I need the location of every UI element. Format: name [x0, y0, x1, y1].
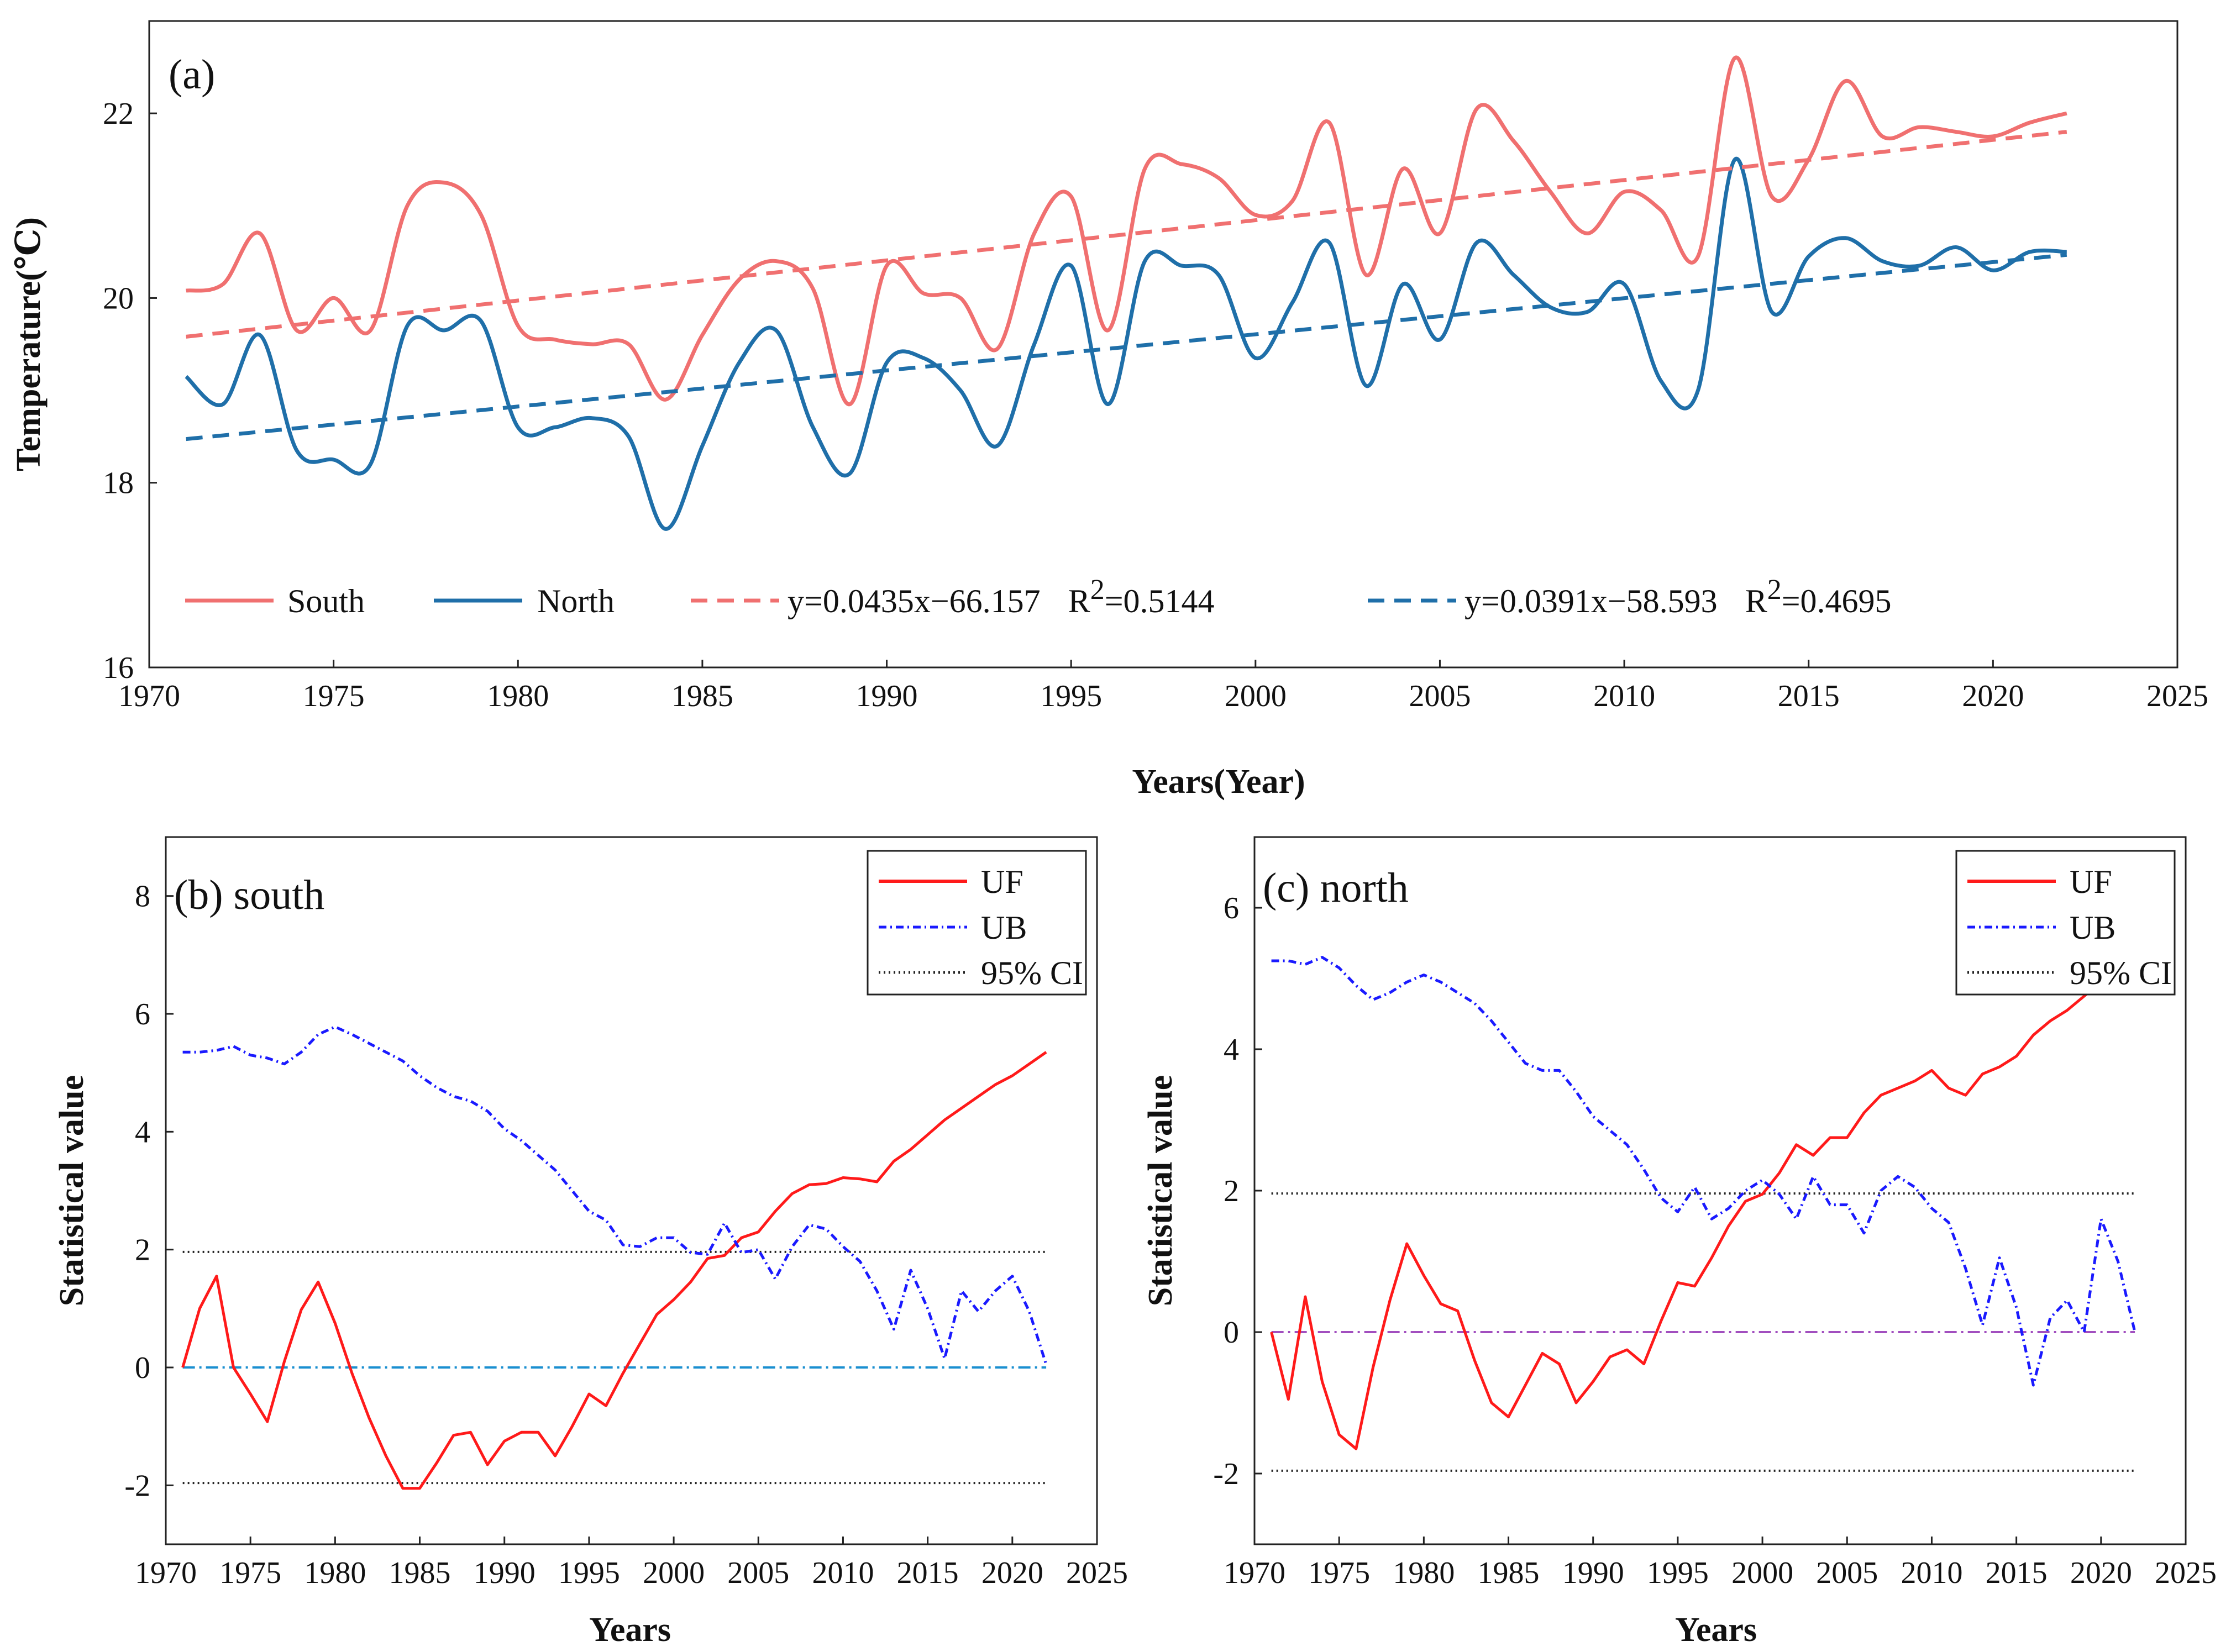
panel-b-series	[181, 1025, 1048, 1490]
x-tick-label: 1990	[474, 1556, 536, 1590]
x-tick-label: 1995	[1647, 1556, 1709, 1590]
x-tick-label: 1985	[389, 1556, 451, 1590]
y-tick-label: 16	[103, 651, 134, 685]
legend-south-fit-label: y=0.0435x−66.157 R2=0.5144	[788, 574, 1215, 619]
panel-b-legend-ub-label: UB	[981, 909, 1027, 946]
y-tick-label: 8	[135, 880, 150, 914]
panel-c-legend-ub-label: UB	[2070, 909, 2115, 946]
y-tick-label: 22	[103, 97, 134, 131]
panel-a-legend: South North y=0.0435x−66.157 R2=0.5144 y=…	[185, 574, 1892, 619]
panel-c-legend-ci-label: 95% CI	[2070, 955, 2172, 991]
panel-c-legend-uf-label: UF	[2070, 864, 2112, 900]
x-tick-label: 1990	[1562, 1556, 1624, 1590]
y-tick-label: 2	[1224, 1174, 1239, 1208]
y-tick-label: 0	[135, 1351, 150, 1385]
panel-b-xlabel: Years	[589, 1611, 671, 1649]
x-tick-label: 2020	[1962, 679, 2024, 713]
x-tick-label: 1995	[1040, 679, 1102, 713]
panel-c-legend-box	[1955, 850, 2176, 996]
y-tick-label: 6	[1224, 891, 1239, 925]
x-tick-label: 2025	[2155, 1556, 2217, 1590]
panel-b-label: (b) south	[174, 872, 324, 918]
y-tick-label: 18	[103, 466, 134, 501]
panel-b-ylabel: Statistical value	[53, 1075, 91, 1306]
x-tick-label: 1995	[558, 1556, 620, 1590]
x-tick-label: 1970	[118, 679, 180, 713]
y-tick-label: 4	[135, 1115, 150, 1149]
series-line-c-0	[1270, 949, 2136, 1450]
x-tick-label: 2010	[1593, 679, 1655, 713]
panel-b-legend: UF UB 95% CI	[867, 850, 1087, 996]
series-line-c-1	[1271, 956, 2136, 1387]
panel-c-series	[1270, 949, 2136, 1472]
x-tick-label: 1980	[304, 1556, 366, 1590]
x-tick-label: 2000	[1731, 1556, 1793, 1590]
panel-b-legend-ci-label: 95% CI	[981, 955, 1083, 991]
panel-a-ticks: 1970 1975 1980 1985 1990 1995 2000 2005 2010 2015…	[103, 97, 2208, 713]
panel-a-ylabel: Temperature(℃)	[10, 217, 48, 471]
y-tick-label: 2	[135, 1233, 150, 1267]
legend-south-label: South	[287, 583, 365, 619]
x-tick-label: 1980	[1393, 1556, 1455, 1590]
y-tick-label: 0	[1224, 1316, 1239, 1350]
panel-b-legend-box	[867, 850, 1087, 996]
panel-a-temperature: 1970 1975 1980 1985 1990 1995 2000 2005 2010 2015…	[10, 20, 2208, 801]
x-tick-label: 2005	[1409, 679, 1471, 713]
panel-b-legend-uf-label: UF	[981, 864, 1023, 900]
panel-c-ticks: 1970 1975 1980 1985 1990 1995 2000 2005 2010 2015…	[1213, 891, 2217, 1590]
y-tick-label: 4	[1224, 1033, 1239, 1067]
x-tick-label: 1985	[671, 679, 733, 713]
x-tick-label: 2010	[1901, 1556, 1962, 1590]
series-line-a-1	[185, 156, 2067, 531]
panel-c-north: 1970 1975 1980 1985 1990 1995 2000 2005 2010 2015…	[1142, 836, 2217, 1649]
panel-a-series	[185, 55, 2067, 531]
x-tick-label: 2020	[2070, 1556, 2132, 1590]
y-tick-label: 20	[103, 281, 134, 315]
legend-north-label: North	[537, 583, 615, 619]
x-tick-label: 1975	[1308, 1556, 1370, 1590]
panel-a-frame	[148, 20, 2178, 669]
x-tick-label: 2010	[812, 1556, 874, 1590]
x-tick-label: 2025	[1066, 1556, 1128, 1590]
x-tick-label: 1970	[1224, 1556, 1285, 1590]
y-tick-label: -2	[124, 1469, 150, 1503]
series-line-a-0	[186, 55, 2067, 407]
x-tick-label: 2000	[1225, 679, 1287, 713]
panel-a-xlabel: Years(Year)	[1132, 763, 1305, 801]
x-tick-label: 1970	[135, 1556, 197, 1590]
panel-b-ticks: 1970 1975 1980 1985 1990 1995 2000 2005 2010 2015…	[124, 880, 1128, 1590]
x-tick-label: 2005	[727, 1556, 789, 1590]
x-tick-label: 2025	[2146, 679, 2208, 713]
y-tick-label: -2	[1213, 1457, 1239, 1491]
series-line-a-2	[186, 130, 2067, 339]
panel-a-label: (a)	[169, 51, 215, 98]
series-line-b-0	[181, 1051, 1047, 1490]
y-tick-label: 6	[135, 997, 150, 1032]
x-tick-label: 1980	[487, 679, 549, 713]
x-tick-label: 2015	[897, 1556, 959, 1590]
x-tick-label: 1975	[303, 679, 365, 713]
panel-c-xlabel: Years	[1675, 1611, 1757, 1649]
x-tick-label: 1990	[856, 679, 918, 713]
panel-c-ylabel: Statistical value	[1142, 1075, 1179, 1306]
panel-c-legend: UF UB 95% CI	[1955, 850, 2176, 996]
x-tick-label: 2015	[1778, 679, 1840, 713]
legend-north-fit-label: y=0.0391x−58.593 R2=0.4695	[1464, 574, 1892, 619]
x-tick-label: 2020	[981, 1556, 1043, 1590]
series-line-b-1	[182, 1025, 1048, 1365]
x-tick-label: 2005	[1816, 1556, 1878, 1590]
x-tick-label: 2015	[1986, 1556, 2048, 1590]
x-tick-label: 1985	[1478, 1556, 1540, 1590]
series-line-a-3	[186, 252, 2067, 441]
panel-b-south: 1970 1975 1980 1985 1990 1995 2000 2005 2010 2015…	[53, 836, 1128, 1649]
x-tick-label: 1975	[219, 1556, 281, 1590]
x-tick-label: 2000	[643, 1556, 705, 1590]
panel-c-label: (c) north	[1263, 865, 1409, 911]
panel-b-frame	[165, 836, 1098, 1545]
